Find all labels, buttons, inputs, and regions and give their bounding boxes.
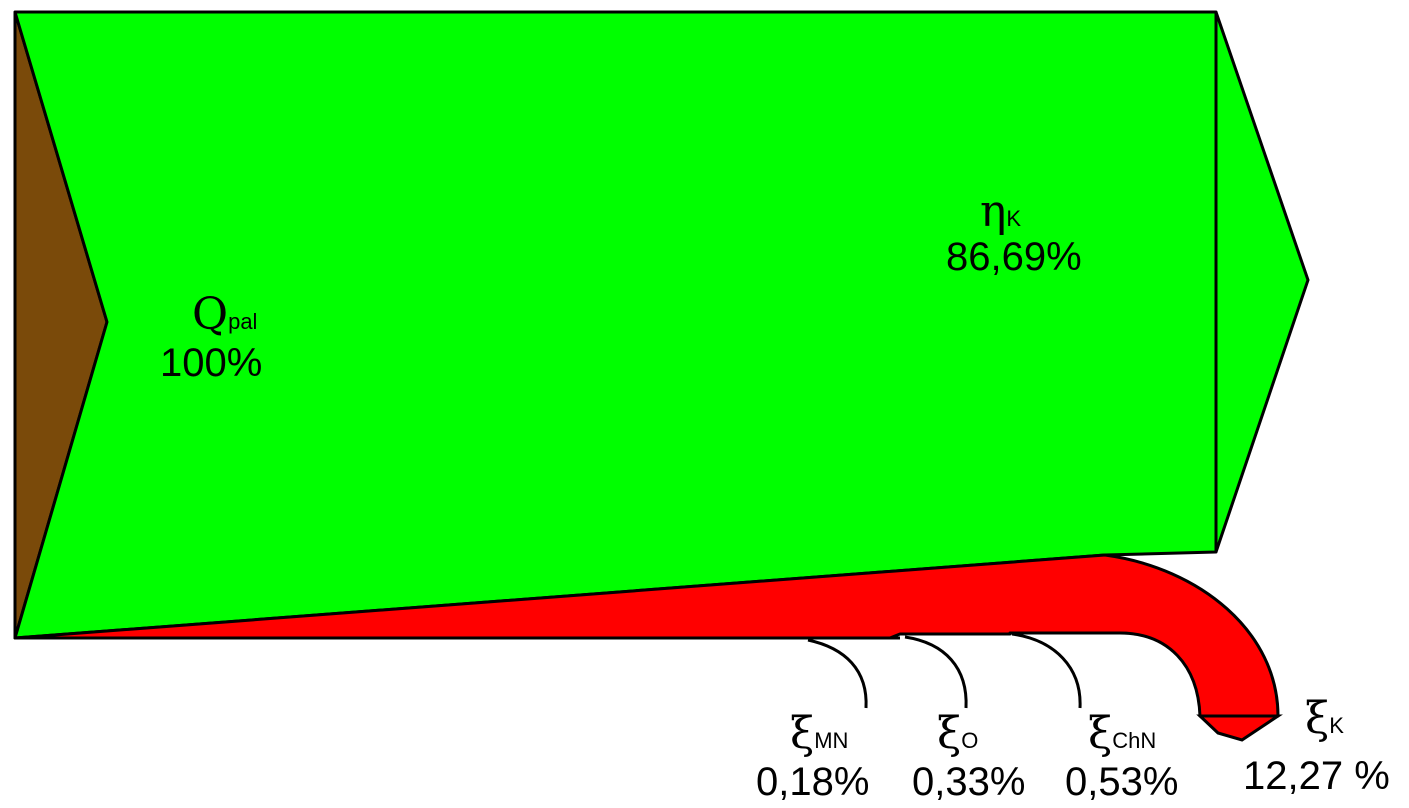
loss-symbol-o: ξ (937, 708, 962, 759)
loss-label-o: ξO (937, 712, 978, 756)
loss-exit-arrow (1196, 714, 1283, 742)
loss-subscript-o: O (961, 728, 979, 753)
loss-label-mn: ξMN (790, 712, 848, 756)
input-value: 100% (160, 341, 263, 385)
output-subscript: K (1006, 206, 1022, 231)
loss-value-mn: 0,18% (756, 760, 870, 804)
loss-symbol-k: ξ (1305, 693, 1330, 744)
loss-label-k: ξK (1305, 697, 1344, 741)
loss-value-o: 0,33% (912, 760, 1026, 804)
output-symbol: η (980, 186, 1007, 237)
output-value: 86,69% (946, 235, 1082, 279)
loss-value-chn: 0,53% (1065, 760, 1179, 804)
loss-subscript-chn: ChN (1112, 728, 1157, 753)
loss-value-k: 12,27 % (1243, 754, 1390, 798)
loss-subscript-mn: MN (814, 728, 849, 753)
loss-symbol-mn: ξ (790, 708, 815, 759)
loss-label-chn: ξChN (1088, 712, 1156, 756)
loss-subscript-k: K (1329, 713, 1344, 738)
output-flow-arrow (1214, 11, 1310, 553)
input-subscript: pal (228, 309, 258, 334)
output-label: ηK (980, 190, 1021, 234)
loss-leader-mn (807, 638, 868, 709)
loss-symbol-chn: ξ (1088, 708, 1113, 759)
loss-leader-o (904, 635, 968, 709)
input-symbol: Q (192, 289, 229, 340)
loss-leader-chn (1011, 632, 1082, 709)
input-label: Qpal (192, 293, 257, 337)
